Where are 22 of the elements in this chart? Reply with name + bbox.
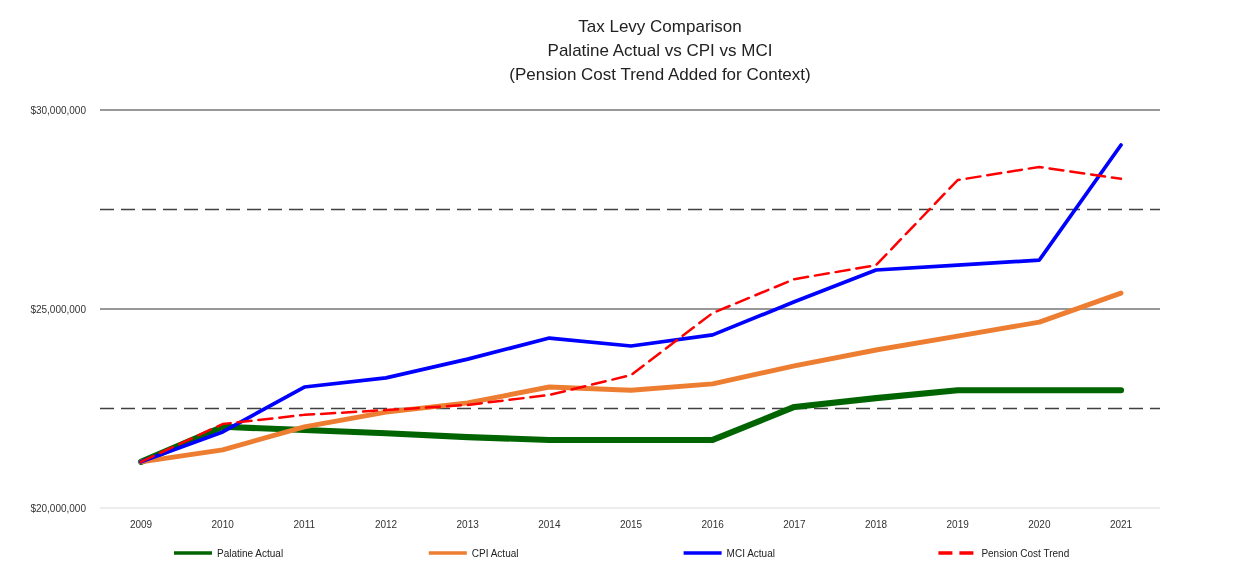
line-series [138, 290, 1124, 465]
legend-label: Palatine Actual [217, 548, 284, 559]
x-tick-label: 2021 [1109, 519, 1133, 530]
x-tick-label: 2017 [783, 519, 806, 530]
x-tick-label: 2009 [129, 519, 153, 530]
chart-title: Tax Levy Comparison Palatine Actual vs CPI vs MCI (Pension Cost Trend Added for Context) [509, 17, 811, 84]
x-tick-label: 2015 [619, 519, 643, 530]
legend-label: MCI Actual [726, 548, 775, 559]
x-tick-label: 2010 [211, 519, 235, 530]
y-tick-label: $30,000,000 [30, 105, 87, 116]
x-tick-label: 2011 [293, 519, 316, 530]
x-tick-label: 2014 [538, 519, 561, 530]
x-tick-label: 2020 [1028, 519, 1051, 530]
legend-label: CPI Actual [471, 548, 519, 559]
y-tick-label: $25,000,000 [30, 304, 87, 315]
y-tick-label: $20,000,000 [30, 503, 87, 514]
x-tick-label: 2013 [456, 519, 480, 530]
x-tick-label: 2012 [374, 519, 398, 530]
x-tick-label: 2018 [864, 519, 888, 530]
x-tick-label: 2016 [701, 519, 725, 530]
x-tick-label: 2019 [946, 519, 970, 530]
legend-label: Pension Cost Trend [981, 548, 1070, 559]
